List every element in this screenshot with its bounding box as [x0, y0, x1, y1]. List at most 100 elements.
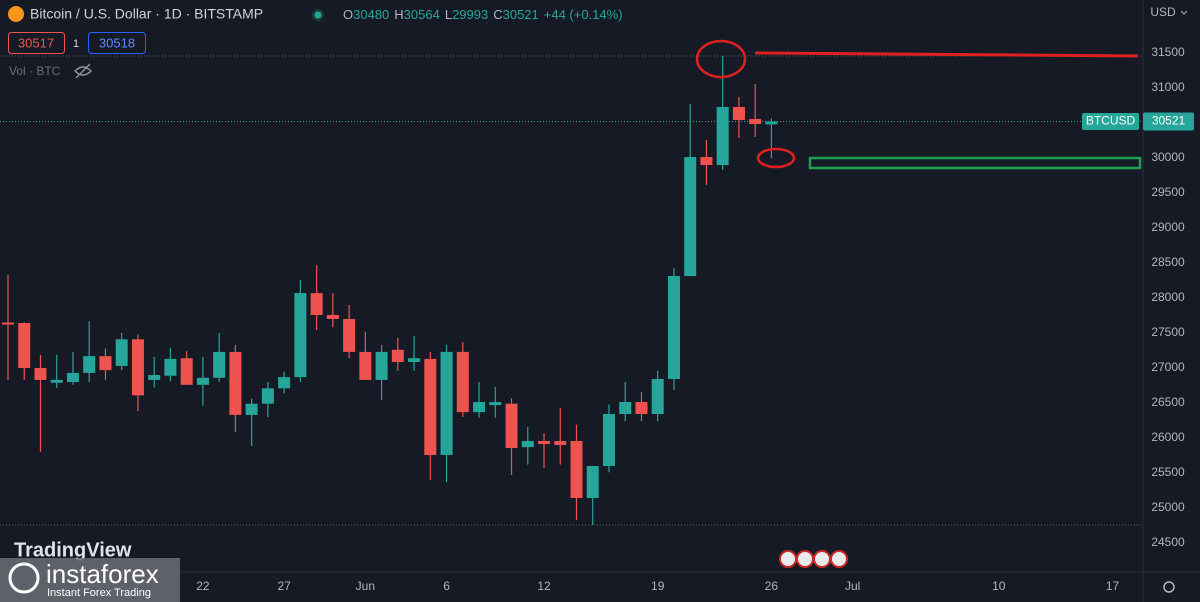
candle-body	[180, 358, 193, 385]
event-icon[interactable]	[830, 550, 848, 568]
candle-body	[83, 356, 96, 373]
settings-icon[interactable]	[1163, 581, 1175, 593]
candle-body	[473, 402, 486, 413]
candle-body	[749, 119, 762, 124]
chart-title: Bitcoin / U.S. Dollar · 1D · BITSTAMP	[30, 6, 263, 22]
y-tick-label: 26000	[1151, 430, 1185, 444]
candle-body	[213, 351, 226, 378]
candle-body	[278, 377, 291, 389]
x-tick-label: 6	[443, 579, 450, 593]
candle-body	[164, 358, 177, 376]
y-tick-label: 27500	[1151, 325, 1185, 339]
y-tick-label: 26500	[1151, 395, 1185, 409]
x-tick-label: Jul	[845, 579, 860, 593]
candle-body	[326, 315, 339, 320]
annotation-circle	[695, 39, 747, 79]
y-tick-label: 29000	[1151, 220, 1185, 234]
currency-label[interactable]: USD	[1150, 5, 1176, 19]
candle-body	[408, 358, 421, 362]
x-tick-label: 10	[992, 579, 1006, 593]
price-tag-box	[1082, 113, 1139, 131]
last-price-label: 30521	[1152, 114, 1186, 128]
candle-body	[554, 441, 567, 446]
candle-body	[229, 351, 242, 415]
candle-body	[245, 403, 258, 415]
price-tag-label: BTCUSD	[1086, 114, 1136, 128]
y-tick-label: 31500	[1151, 45, 1185, 59]
event-icon[interactable]	[813, 550, 831, 568]
candle-body	[700, 157, 713, 165]
candle-body	[196, 377, 209, 385]
x-tick-label: Jun	[356, 579, 375, 593]
y-tick-label: 28500	[1151, 255, 1185, 269]
watermark-logo: TradingView	[14, 539, 132, 561]
y-tick-label: 25000	[1151, 500, 1185, 514]
eye-slash	[75, 63, 91, 79]
candle-body	[66, 372, 79, 383]
candle-body	[489, 402, 502, 406]
candle-body	[18, 322, 31, 369]
candle-body	[667, 276, 680, 379]
x-tick-label: 22	[196, 579, 210, 593]
plot-area	[0, 55, 1143, 526]
ohlc-legend: O30480 H30564 L29993 C30521 +44 (+0.14%)	[343, 7, 623, 22]
candle-body	[505, 403, 518, 449]
ohlc-label: O	[343, 7, 353, 22]
ask-box[interactable]	[88, 32, 146, 54]
y-tick-label: 27000	[1151, 360, 1185, 374]
volume-label: Vol · BTC	[9, 64, 61, 78]
y-tick-label: 28000	[1151, 290, 1185, 304]
candle-body	[50, 379, 63, 383]
candle-body	[261, 388, 274, 404]
spread: 1	[73, 38, 79, 50]
candle-body	[359, 351, 372, 380]
annotation-circle	[756, 147, 796, 169]
candle-body	[732, 106, 745, 120]
event-icon[interactable]	[779, 550, 797, 568]
ohlc-label: H	[394, 7, 403, 22]
candle-body	[2, 322, 14, 325]
candle-body	[440, 351, 453, 456]
candle-body	[538, 441, 551, 445]
ask-price: 30518	[99, 35, 135, 50]
candle-body	[602, 414, 615, 467]
candle-body	[310, 293, 323, 316]
ohlc-value: 30564	[404, 7, 440, 22]
candle-body	[294, 293, 307, 378]
currency-caret	[1180, 10, 1188, 15]
annotation-line	[754, 51, 1139, 58]
candle-body	[131, 339, 144, 396]
candle-body	[375, 351, 388, 380]
y-tick-label: 31000	[1151, 80, 1185, 94]
change-label: +44 (+0.14%)	[544, 7, 623, 22]
ohlc-value: 29993	[452, 7, 488, 22]
candle-body	[99, 356, 112, 371]
x-tick-label: 27	[277, 579, 291, 593]
event-icon[interactable]	[796, 550, 814, 568]
ohlc-label: L	[445, 7, 452, 22]
visibility-icon[interactable]	[74, 63, 92, 79]
brand-icon	[8, 562, 40, 594]
bid-box[interactable]	[8, 32, 65, 54]
x-tick-label: 17	[1106, 579, 1120, 593]
y-tick-label: 24500	[1151, 535, 1185, 549]
brand-tagline: Instant Forex Trading	[47, 587, 151, 599]
candle-body	[521, 441, 534, 448]
status-dot	[314, 11, 322, 19]
last-price-box	[1143, 112, 1194, 131]
candle-body	[456, 351, 469, 413]
candle-body	[570, 441, 583, 499]
candle-body	[619, 402, 632, 415]
candle-body	[586, 466, 599, 499]
y-tick-label: 25500	[1151, 465, 1185, 479]
candle-body	[684, 157, 697, 277]
candle-body	[716, 106, 729, 165]
ohlc-label: C	[493, 7, 502, 22]
x-tick-label: 19	[651, 579, 665, 593]
candle-body	[34, 368, 47, 380]
x-tick-label: 26	[765, 579, 779, 593]
ohlc-value: 30521	[503, 7, 539, 22]
candle-body	[148, 375, 161, 380]
